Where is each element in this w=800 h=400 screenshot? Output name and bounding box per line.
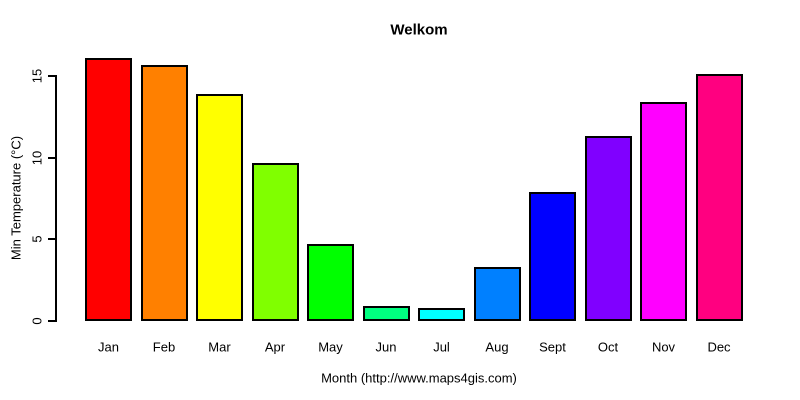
y-tick-label: 10 bbox=[29, 150, 45, 165]
y-axis-title: Min Temperature (°C) bbox=[8, 135, 24, 261]
y-tick-mark bbox=[48, 75, 56, 77]
plot-area: 0 5 10 15 Jan Feb Mar Apr May Jun Jul Aug Sept Oct No… bbox=[30, 58, 782, 355]
y-axis-line bbox=[55, 75, 57, 322]
bar-nov bbox=[640, 102, 687, 321]
bar-dec bbox=[695, 74, 743, 321]
x-tick-label: Dec bbox=[707, 339, 731, 355]
chart-title: Welkom bbox=[390, 21, 448, 39]
y-tick-label: 5 bbox=[29, 235, 45, 243]
y-tick-label: 15 bbox=[29, 68, 45, 84]
x-tick-label: Nov bbox=[651, 339, 676, 355]
x-tick-label: Aug bbox=[485, 339, 509, 355]
x-tick-label: Jun bbox=[375, 339, 397, 355]
x-tick-label: Oct bbox=[597, 339, 619, 355]
x-tick-label: Jul bbox=[433, 339, 450, 355]
bar-oct bbox=[584, 136, 632, 321]
bar-aug bbox=[473, 267, 521, 321]
x-tick-label: Feb bbox=[152, 339, 176, 355]
x-axis-title: Month (http://www.maps4gis.com) bbox=[321, 370, 517, 386]
bar-apr bbox=[251, 163, 299, 321]
bar-jul bbox=[418, 308, 465, 321]
bar-jun bbox=[362, 306, 410, 321]
y-tick-label: 0 bbox=[29, 317, 45, 325]
y-tick-mark bbox=[48, 320, 56, 322]
bar-mar bbox=[196, 94, 243, 321]
bar-jan bbox=[85, 58, 132, 321]
x-tick-label: Mar bbox=[208, 339, 231, 355]
bar-feb bbox=[140, 65, 188, 321]
y-tick-mark bbox=[48, 238, 56, 241]
y-tick-mark bbox=[48, 156, 56, 159]
bar-sept bbox=[529, 192, 576, 321]
x-tick-label: Jan bbox=[98, 339, 119, 355]
x-tick-label: May bbox=[318, 339, 343, 355]
x-tick-label: Apr bbox=[264, 339, 286, 355]
bar-may bbox=[307, 244, 354, 321]
x-tick-label: Sept bbox=[539, 339, 566, 355]
